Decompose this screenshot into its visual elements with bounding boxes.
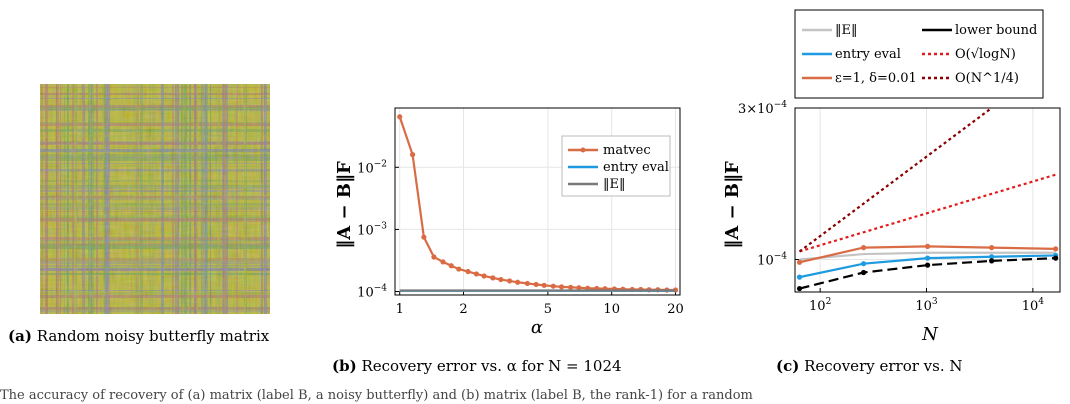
series-0-point [473, 271, 479, 277]
series-0-point [448, 263, 454, 269]
series-2-point [796, 259, 803, 265]
series-0-point [550, 283, 556, 289]
series-0-point [465, 268, 471, 275]
series-1-point [925, 255, 931, 261]
legend-entry-label: lower bound [955, 23, 1037, 38]
chart-b-y-axis-label: ‖A − B‖F [334, 161, 355, 249]
legend-entry-label: entry eval [603, 160, 669, 175]
x-tick-label: 10 [603, 302, 620, 317]
caption-b: (b) Recovery error vs. α for N = 1024 [332, 356, 682, 376]
series-3-point [925, 262, 931, 268]
chart-b-plot-frame [394, 107, 681, 296]
series-0-point [507, 278, 513, 284]
caption-a-label: (a) [8, 327, 32, 345]
series-0-point [568, 284, 574, 290]
y-tick-label: 3×10−4 [738, 100, 787, 117]
series-3-point [989, 258, 995, 264]
caption-c-text: Recovery error vs. N [804, 357, 963, 375]
legend-entry-label: O(√logN) [955, 47, 1016, 62]
series-3-point [1053, 255, 1059, 261]
series-line-5 [798, 107, 993, 253]
series-line-4 [799, 173, 1056, 253]
series-0-point [515, 279, 521, 285]
series-0-point [440, 259, 446, 265]
legend-box [794, 9, 1044, 99]
x-tick-label: 2 [459, 302, 467, 317]
series-0-point [524, 280, 530, 287]
x-tick-label: 5 [544, 302, 552, 317]
caption-b-label: (b) [332, 357, 357, 375]
series-2-point [989, 245, 995, 251]
panel-b: 1 2 5 10 20 10−4 10−3 10−2 matvec entry eval ‖E‖ … [320, 0, 690, 404]
legend-entry-label: matvec [603, 143, 651, 158]
caption-b-text: Recovery error vs. α for N = 1024 [361, 357, 622, 375]
panel-a: (a) Random noisy butterfly matrix [0, 0, 320, 404]
x-tick-label: 1 [396, 302, 404, 317]
series-1-point [796, 274, 803, 280]
y-tick-label: 10−4 [357, 284, 387, 301]
chart-c: 102 103 104 10−4 3×10−4 ‖E‖ entry eval ε=1, δ=… [722, 9, 1061, 345]
series-3-point [860, 269, 867, 276]
series-0-point [558, 284, 565, 290]
chart-c-y-axis-label: ‖A − B‖F [722, 161, 743, 249]
series-0-point [421, 234, 427, 240]
series-2-point [925, 243, 931, 249]
legend-entry-label: ε=1, δ=0.01 [835, 71, 917, 86]
series-1-point [860, 261, 867, 267]
x-tick-label: 103 [915, 297, 938, 314]
series-0-point [576, 285, 582, 291]
butterfly-matrix-image [40, 84, 270, 314]
series-2-point [1053, 246, 1059, 252]
series-0-point [456, 266, 462, 272]
caption-c: (c) Recovery error vs. N [776, 356, 1070, 376]
chart-c-x-axis-label: N [921, 324, 939, 345]
series-0-point [481, 273, 487, 279]
panel-c: 102 103 104 10−4 3×10−4 ‖E‖ entry eval ε=1, δ=… [690, 0, 1070, 404]
series-3-point [796, 285, 803, 292]
chart-b-legend: matvec entry eval ‖E‖ [561, 135, 671, 197]
series-1-point [989, 254, 995, 260]
series-0-point [409, 152, 416, 158]
chart-c-plot-frame [794, 107, 1061, 293]
series-line-0 [799, 251, 1056, 261]
series-line-3 [799, 257, 1056, 290]
series-0-point [431, 254, 437, 260]
caption-a: (a) Random noisy butterfly matrix [8, 326, 308, 346]
x-tick-label: 104 [1022, 297, 1045, 314]
caption-c-label: (c) [776, 357, 800, 375]
figure-footnote-text: The accuracy of recovery of (a) matrix (… [0, 388, 753, 403]
legend-entry-label: ‖E‖ [603, 177, 626, 192]
series-0-point [533, 281, 539, 288]
series-0-point [397, 114, 403, 120]
chart-c-legend: ‖E‖ entry eval ε=1, δ=0.01 lower bound O(√lo… [794, 9, 1044, 99]
legend-entry-label: ‖E‖ [835, 23, 858, 38]
series-2-point [860, 245, 867, 251]
series-0-point [490, 275, 496, 281]
legend-entry-label: O(N^1/4) [955, 71, 1019, 86]
x-tick-label: 20 [667, 302, 684, 317]
series-0-point [541, 282, 547, 288]
x-tick-label: 102 [809, 297, 831, 314]
caption-a-text: Random noisy butterfly matrix [36, 327, 270, 345]
y-tick-label: 10−2 [357, 159, 387, 176]
legend-entry-label: entry eval [835, 47, 901, 62]
y-tick-label: 10−4 [757, 251, 787, 268]
y-tick-label: 10−3 [357, 221, 387, 238]
series-0-point [498, 276, 504, 283]
chart-b-x-axis-label: α [531, 317, 543, 338]
legend-marker [580, 147, 586, 153]
